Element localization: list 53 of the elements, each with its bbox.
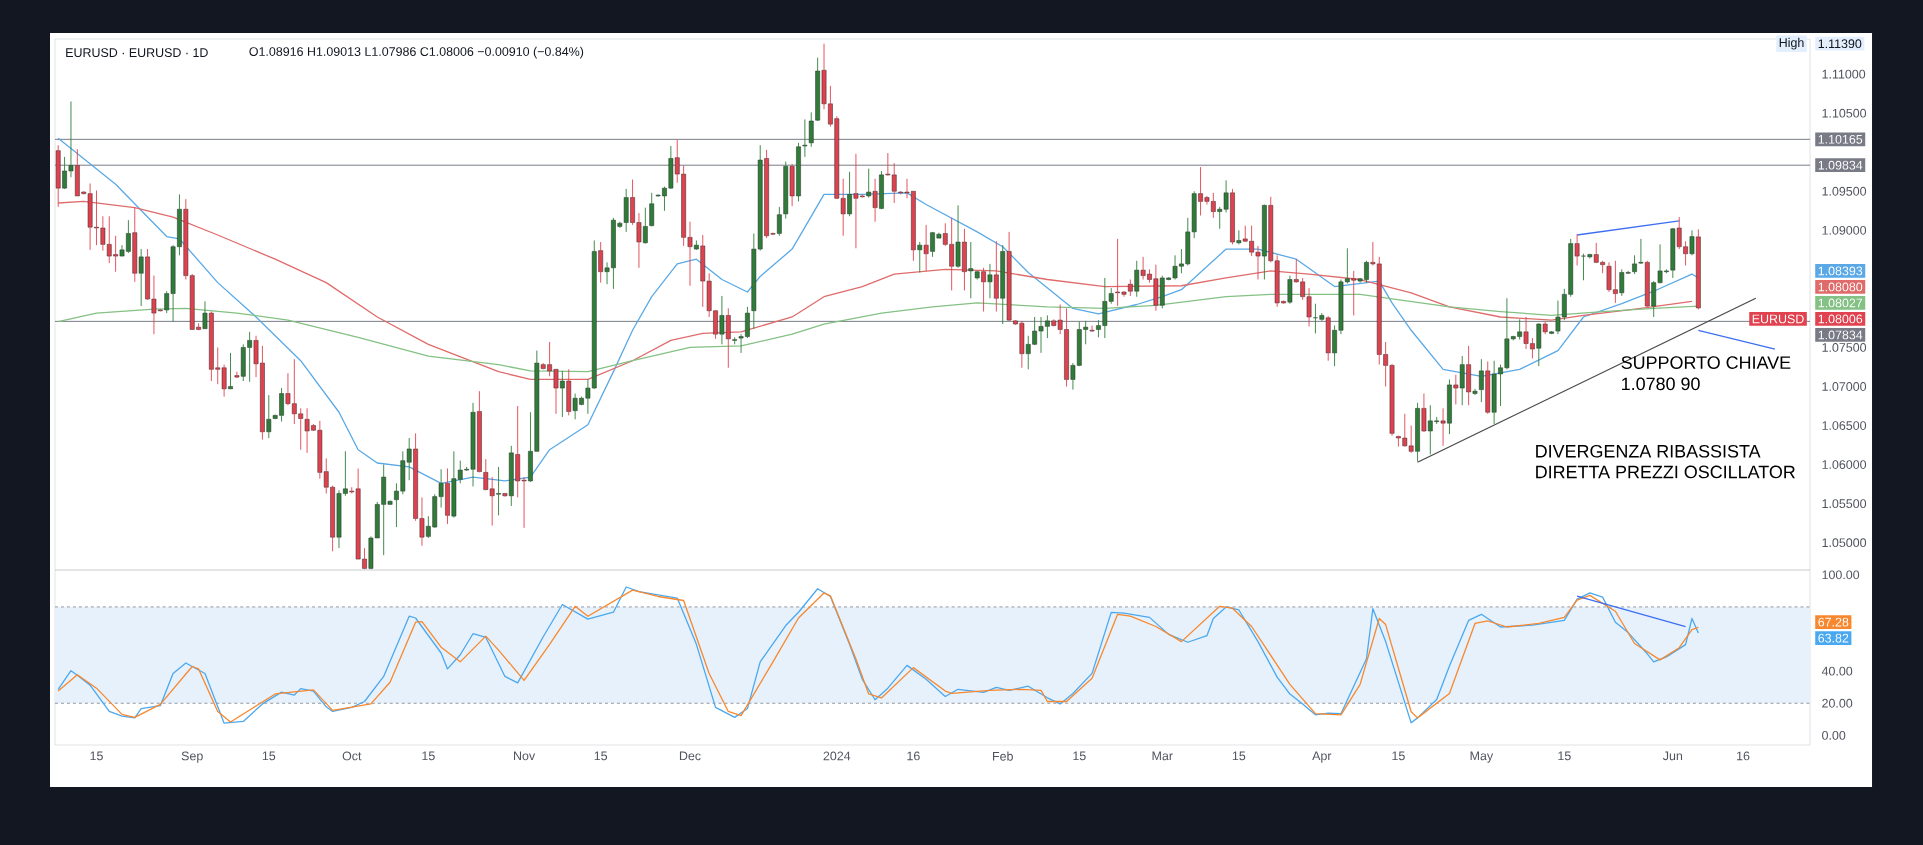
text: 67.28 <box>1818 617 1849 627</box>
y-tick-label: 0.00 <box>1822 730 1846 740</box>
x-tick-label: Feb <box>993 751 1013 761</box>
y-tick-label: 1.09000 <box>1822 225 1867 235</box>
ref-line-label: 1.10165 <box>1818 134 1863 144</box>
y-tick-label: 1.11000 <box>1822 69 1866 79</box>
y-tick-label: 1.05000 <box>1822 538 1867 548</box>
y-tick-label: 40.00 <box>1821 666 1853 676</box>
x-tick-label: 16 <box>1737 751 1750 761</box>
y-tick-label: 1.09500 <box>1822 186 1867 196</box>
x-tick-label: 15 <box>1558 751 1571 761</box>
text: 1.08393 <box>1818 266 1863 276</box>
annotation: DIVERGENZA RIBASSISTA <box>1536 444 1761 458</box>
annotation: High <box>1779 37 1804 50</box>
x-tick-label: Nov <box>514 751 536 761</box>
annotation: SUPPORTO CHIAVE <box>1621 356 1791 369</box>
text: 63.82 <box>1818 633 1849 643</box>
y-tick-label: 1.07000 <box>1822 382 1867 391</box>
text: O1.08916 H1.09013 L1.07986 C1.08006 −0.00910 (−0.84%) <box>249 46 584 59</box>
y-tick-label: 1.06000 <box>1822 460 1867 469</box>
y-tick-label: 1.07500 <box>1822 343 1867 352</box>
text: 1.11390 <box>1818 39 1862 49</box>
y-tick-label: 100.00 <box>1822 570 1860 580</box>
x-tick-label: Dec <box>679 751 701 761</box>
x-tick-label: 16 <box>907 751 920 761</box>
x-tick-label: Sep <box>181 751 203 763</box>
y-tick-label: 1.05500 <box>1822 499 1867 509</box>
y-tick-label: 1.10500 <box>1822 108 1867 118</box>
x-tick-label: 15 <box>1232 751 1246 761</box>
text: EURUSD · EURUSD · 1D <box>66 48 208 58</box>
x-tick-label: 15 <box>1073 751 1086 761</box>
x-tick-label: Apr <box>1312 751 1332 763</box>
candlestick <box>1089 325 1095 333</box>
y-tick-label: 20.00 <box>1822 698 1853 708</box>
x-tick-label: May <box>1470 751 1494 763</box>
x-tick-label: 2024 <box>823 751 851 761</box>
x-tick-label: Jun <box>1662 751 1683 761</box>
x-tick-label: Oct <box>342 751 362 761</box>
x-tick-label: 15 <box>422 751 435 761</box>
x-tick-label: 15 <box>262 751 276 761</box>
x-tick-label: 15 <box>90 751 103 761</box>
y-tick-label: 1.06500 <box>1822 421 1867 430</box>
x-tick-label: Mar <box>1152 751 1173 761</box>
ref-line-label: 1.09834 <box>1818 160 1863 170</box>
annotation: DIRETTA PREZZI OSCILLATOR <box>1536 465 1795 479</box>
annotation: EURUSD <box>1752 314 1804 324</box>
x-tick-label: 15 <box>1392 751 1405 761</box>
x-tick-label: 15 <box>594 751 608 761</box>
text: 1.08080 <box>1818 282 1863 292</box>
annotation: 1.0780 90 <box>1622 377 1700 391</box>
text: 1.08027 <box>1818 298 1863 308</box>
text: 1.08006 <box>1818 314 1863 324</box>
ref-line-label: 1.07834 <box>1818 330 1863 340</box>
